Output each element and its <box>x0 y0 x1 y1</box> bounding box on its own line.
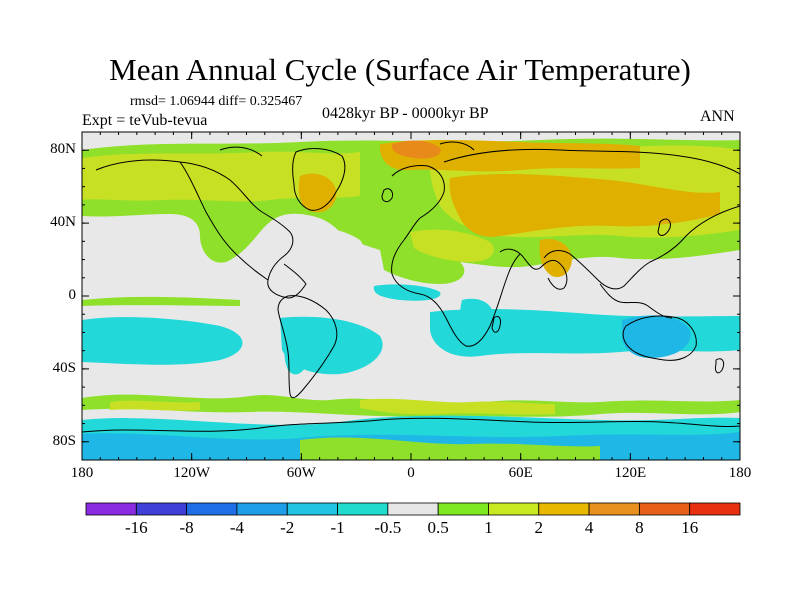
colorbar-label: -16 <box>124 518 148 537</box>
coast-arctic-islands <box>219 141 475 157</box>
field-neutral-pacific <box>82 226 200 264</box>
field-cool-africa <box>460 298 494 337</box>
field-warm-tropics <box>82 296 240 306</box>
lon-tick-label: 60W <box>286 465 316 481</box>
coast-greenland <box>292 148 346 211</box>
coast-arabia-india <box>499 248 568 290</box>
statistics-text: rmsd= 1.06944 diff= 0.325467 <box>130 94 303 109</box>
colorbar-label: -8 <box>179 518 194 537</box>
field-warm-south-west <box>110 400 200 411</box>
colorbar-swatch <box>387 502 439 516</box>
colorbar-swatch <box>286 502 338 516</box>
map-title: Mean Annual Cycle (Surface Air Temperatu… <box>109 52 691 87</box>
colorbar <box>85 502 741 516</box>
coast-asia <box>443 148 740 290</box>
colorbar-swatch <box>437 502 489 516</box>
lon-tick-label: 120W <box>173 465 210 481</box>
coast-japan <box>657 218 671 236</box>
field-warm-arctic-hot <box>391 140 441 159</box>
coast-southeast-asia <box>599 283 673 319</box>
colorbar-label: -1 <box>330 518 345 537</box>
lon-tick-label: 180 <box>728 465 752 481</box>
colorbar-swatch <box>689 502 741 516</box>
coast-australia <box>622 315 697 361</box>
axis-ticks <box>81 131 741 461</box>
experiment-label: Expt = teVub-tevua <box>82 112 208 129</box>
colorbar-label: 0.5 <box>427 518 449 537</box>
coast-new-zealand <box>715 358 725 374</box>
lon-tick-label: 60E <box>508 465 533 481</box>
season-label: ANN <box>700 108 735 125</box>
field-warm-n-africa <box>410 229 494 262</box>
lat-tick-label: 80N <box>50 141 76 158</box>
colorbar-swatch <box>135 502 188 516</box>
colorbar-swatch <box>186 502 238 516</box>
field-neutral-atlantic <box>270 226 364 262</box>
field-cool-equatorial-atlantic <box>373 284 441 301</box>
colorbar-swatch <box>588 502 640 516</box>
colorbar-label: -4 <box>229 518 244 537</box>
lat-tick-label: 40N <box>50 214 76 231</box>
field-warm-asia-orange <box>449 174 720 237</box>
coast-madagascar <box>491 315 501 333</box>
colorbar-label: 8 <box>635 518 644 537</box>
colorbar-label: 16 <box>681 518 699 537</box>
field-warm-india <box>539 238 572 278</box>
field-cool-australia <box>621 315 691 358</box>
colorbar-swatch <box>488 502 540 516</box>
lat-tick-label: 80S <box>52 432 76 449</box>
period-label: 0428kyr BP - 0000kyr BP <box>322 105 489 122</box>
field-cool-south-america <box>284 329 311 375</box>
colorbar-label: -2 <box>280 518 295 537</box>
map-field <box>82 132 740 460</box>
coast-south-america <box>277 295 338 399</box>
coast-europe-africa <box>391 165 521 347</box>
colorbar-label: 2 <box>534 518 544 537</box>
field-warm-north-yellow <box>82 151 360 202</box>
lon-tick-label: 0 <box>407 465 415 481</box>
field-warm-south-core <box>360 398 555 415</box>
coast-north-america <box>95 159 307 299</box>
field-warm-arctic-orange <box>379 140 640 172</box>
coast-uk <box>381 188 393 203</box>
field-warm-greenland <box>298 173 337 213</box>
colorbar-swatch <box>337 502 389 516</box>
colorbar-label: 1 <box>484 518 493 537</box>
colorbar-swatch <box>638 502 691 516</box>
coast-north-america-west <box>179 161 269 281</box>
coast-antarctica <box>82 417 740 433</box>
field-cool-south-pacific <box>82 317 243 365</box>
colorbar-label: -0.5 <box>374 518 402 537</box>
colorbar-swatch <box>538 502 590 516</box>
lon-tick-label: 180 <box>70 465 94 481</box>
coastlines <box>82 141 740 433</box>
lat-tick-label: 0 <box>68 287 77 303</box>
colorbar-swatch <box>236 502 288 516</box>
lat-tick-label: 40S <box>52 359 76 376</box>
colorbar-label: 4 <box>584 518 594 537</box>
field-warm-antarctic <box>300 437 600 460</box>
colorbar-swatch <box>85 502 137 516</box>
lon-tick-label: 120E <box>614 465 647 481</box>
